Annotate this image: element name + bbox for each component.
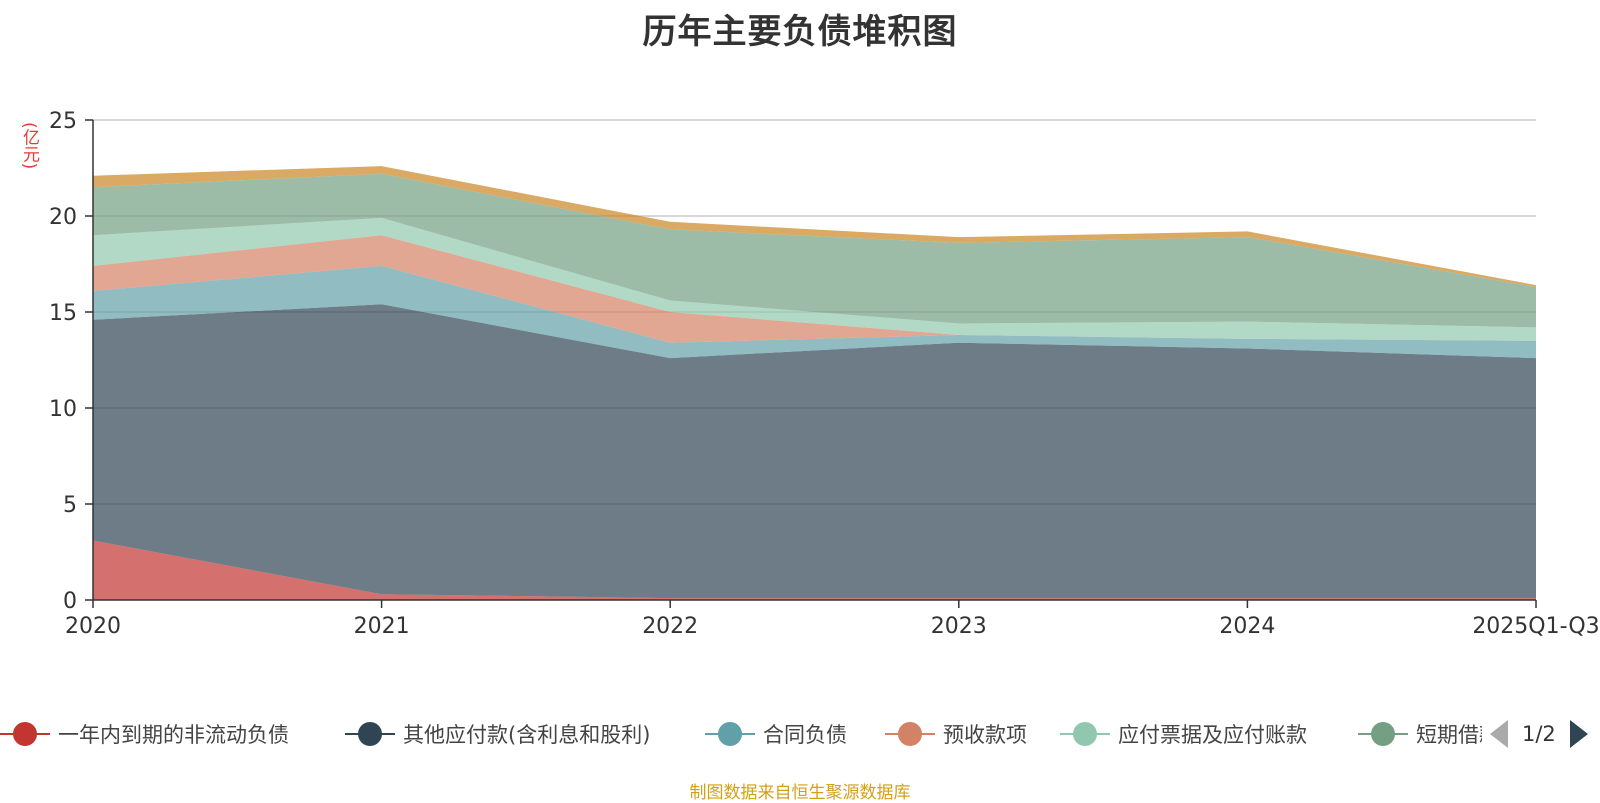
data-source-note: 制图数据来自恒生聚源数据库 [689, 783, 911, 803]
x-tick-label: 2022 [642, 614, 698, 639]
legend: 一年内到期的非流动负债 其他应付款(含利息和股利) 合同负债 预收款项 应付票据及应付账… [0, 716, 1600, 752]
area-series-0 [93, 540, 1536, 600]
x-tick-label: 2023 [931, 614, 987, 639]
legend-pager: 1/2 [1490, 716, 1588, 752]
y-tick-label: 0 [63, 589, 77, 614]
area-series-3 [93, 235, 1536, 343]
legend-label: 合同负债 [763, 723, 847, 747]
legend-item[interactable]: 应付票据及应付账款 [1060, 716, 1307, 752]
y-tick-label: 20 [49, 205, 77, 230]
legend-label: 其他应付款(含利息和股利) [403, 723, 651, 747]
y-tick-label: 10 [49, 397, 77, 422]
area-series-2 [93, 265, 1536, 359]
legend-marker-icon [1060, 721, 1110, 747]
x-tick-label: 2020 [65, 614, 121, 639]
legend-marker-icon [0, 721, 50, 747]
legend-item[interactable]: 合同负债 [705, 716, 847, 752]
x-tick-label: 2024 [1219, 614, 1275, 639]
y-tick-label: 15 [49, 301, 77, 326]
x-tick-label: 2025Q1-Q3 [1472, 614, 1599, 639]
legend-label: 一年内到期的非流动负债 [58, 723, 289, 747]
legend-item[interactable]: 其他应付款(含利息和股利) [345, 716, 650, 752]
legend-next-page-icon[interactable] [1569, 720, 1588, 748]
chart-title: 历年主要负债堆积图 [642, 12, 958, 52]
legend-marker-icon [345, 721, 395, 747]
legend-label: 短期借款 [1416, 723, 1482, 747]
legend-page-indicator: 1/2 [1522, 722, 1556, 746]
legend-marker-icon [885, 721, 935, 747]
legend-label: 应付票据及应付账款 [1118, 723, 1307, 747]
area-series-4 [93, 217, 1536, 341]
y-axis-unit-label: (亿元) [19, 122, 39, 170]
area-series-6 [93, 166, 1536, 287]
legend-item[interactable]: 预收款项 [885, 716, 1027, 752]
legend-item[interactable]: 一年内到期的非流动负债 [0, 716, 289, 752]
x-tick-label: 2021 [354, 614, 410, 639]
legend-prev-page-icon[interactable] [1490, 720, 1508, 748]
area-series-5 [93, 173, 1536, 328]
legend-label: 预收款项 [943, 723, 1027, 747]
stacked-area-chart: 0 5 10 15 20 25 2020 2021 2022 2023 2024 2025Q1-Q3 [49, 109, 1600, 639]
y-tick-label: 5 [63, 493, 77, 518]
legend-marker-icon [1358, 721, 1408, 747]
legend-item[interactable]: 短期借款 [1358, 716, 1482, 752]
area-series-1 [93, 304, 1536, 599]
legend-marker-icon [705, 721, 755, 747]
y-tick-label: 25 [49, 109, 77, 134]
